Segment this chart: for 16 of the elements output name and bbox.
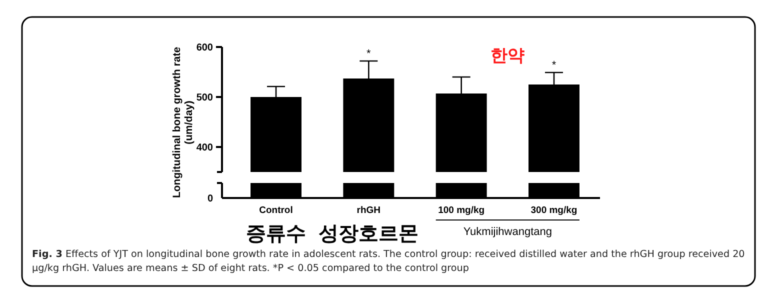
- annotation: *: [366, 48, 372, 60]
- y-tick-label: 600: [196, 42, 214, 54]
- text: 증류수: [246, 223, 306, 245]
- x-tick-label: Control: [259, 205, 293, 216]
- text: Yukmijihwangtang: [463, 226, 552, 238]
- y-tick-label: 400: [196, 142, 214, 154]
- annotation: *: [552, 60, 557, 72]
- x-tick-label: rhGH: [356, 205, 381, 216]
- text: Fig. 3: [32, 249, 62, 260]
- text: 성장호르몬: [318, 223, 419, 245]
- x-tick-label: 300 mg/kg: [530, 205, 578, 216]
- annotation: 한약: [490, 46, 525, 65]
- text: 0: [207, 194, 214, 204]
- y-tick-label: 500: [196, 92, 214, 104]
- y-axis-title: Longitudinal bone growth rate (um/day): [171, 46, 195, 198]
- x-tick-label: 100 mg/kg: [438, 205, 485, 216]
